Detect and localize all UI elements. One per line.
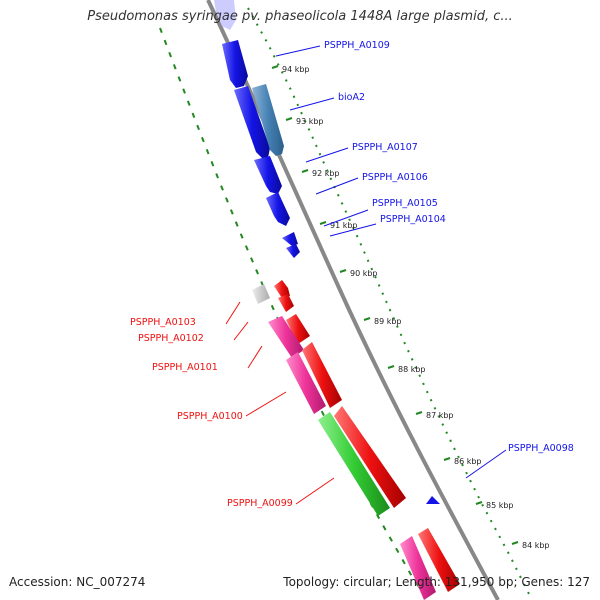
label-leader-lines xyxy=(225,45,507,505)
tick-mark xyxy=(319,221,327,225)
leader-line xyxy=(275,45,321,57)
leader-line xyxy=(323,209,369,227)
gene-arrow-reverse xyxy=(302,342,342,408)
leader-line xyxy=(305,147,349,163)
gene-arrow-reverse xyxy=(418,528,460,592)
tick-mark xyxy=(339,269,347,273)
gene-label-reverse: PSPPH_A0099 xyxy=(227,498,293,509)
gene-arrow-reverse-pink xyxy=(286,352,326,414)
gene-arrow-reverse xyxy=(278,294,294,312)
leader-line xyxy=(233,321,249,341)
leader-line xyxy=(465,449,507,479)
tick-label: 88 kbp xyxy=(398,365,426,374)
gene-block-other xyxy=(252,284,270,304)
gene-label-forward: PSPPH_A0098 xyxy=(508,443,574,454)
gene-label-reverse: PSPPH_A0103 xyxy=(130,317,196,328)
gene-label-forward: bioA2 xyxy=(338,92,365,103)
tick-mark xyxy=(285,117,293,121)
gc-outer-dotted-ring xyxy=(247,7,531,597)
gene-arrow-reverse-green xyxy=(318,412,390,516)
map-title: Pseudomonas syringae pv. phaseolicola 14… xyxy=(87,9,513,24)
gene-arrow-reverse xyxy=(274,280,290,298)
reverse-strand-genes xyxy=(252,280,460,600)
topology-text: Topology: circular; Length: 131,950 bp; … xyxy=(283,575,590,589)
leader-line xyxy=(315,177,359,195)
tick-label: 92 kbp xyxy=(312,169,340,178)
tick-mark xyxy=(443,457,451,461)
tick-mark xyxy=(511,541,519,545)
gene-label-forward: PSPPH_A0104 xyxy=(380,214,446,225)
gene-label-forward: PSPPH_A0106 xyxy=(362,172,428,183)
position-ticks: 94 kbp 93 kbp 92 kbp 91 kbp 90 kbp 89 kbp 88 k… xyxy=(271,65,550,550)
leader-line xyxy=(245,391,287,417)
gene-labels: PSPPH_A0109 bioA2 PSPPH_A0107 PSPPH_A0106 PS… xyxy=(130,40,574,509)
gc-inner-dotted-ring xyxy=(159,27,429,600)
leader-line xyxy=(247,345,263,369)
gene-label-forward: PSPPH_A0107 xyxy=(352,142,418,153)
gene-arrow-reverse xyxy=(334,406,406,508)
gene-arrow-forward xyxy=(286,244,300,258)
gc-content-track xyxy=(159,7,531,600)
tick-label: 85 kbp xyxy=(486,501,514,510)
gene-arrow-forward xyxy=(282,232,298,246)
gene-label-reverse: PSPPH_A0102 xyxy=(138,333,204,344)
gene-arrow-forward xyxy=(234,86,270,158)
leader-line xyxy=(295,477,335,505)
accession-text: Accession: NC_007274 xyxy=(9,575,146,589)
gene-label-reverse: PSPPH_A0101 xyxy=(152,362,218,373)
gene-arrow-forward xyxy=(426,496,440,504)
gene-label-forward: PSPPH_A0109 xyxy=(324,40,390,51)
tick-mark xyxy=(301,169,309,173)
gene-arrow-forward xyxy=(214,0,236,30)
forward-strand-genes xyxy=(214,0,440,504)
gene-arrow-reverse-pink xyxy=(400,536,436,600)
tick-mark xyxy=(387,365,395,369)
tick-mark xyxy=(363,317,371,321)
gene-arrow-reverse xyxy=(286,314,310,344)
backbone-ring xyxy=(206,0,500,600)
gene-label-reverse: PSPPH_A0100 xyxy=(177,411,243,422)
leader-line xyxy=(225,301,241,325)
tick-label: 86 kbp xyxy=(454,457,482,466)
tick-mark xyxy=(475,501,483,505)
tick-label: 93 kbp xyxy=(296,117,324,126)
gene-arrow-forward xyxy=(266,192,290,226)
gene-arrow-forward xyxy=(254,156,282,194)
gene-arrow-forward-bioA2 xyxy=(252,84,284,156)
gene-label-forward: PSPPH_A0105 xyxy=(372,198,438,209)
tick-label: 89 kbp xyxy=(374,317,402,326)
tick-label: 94 kbp xyxy=(282,65,310,74)
tick-label: 87 kbp xyxy=(426,411,454,420)
tick-label: 90 kbp xyxy=(350,269,378,278)
tick-mark xyxy=(415,411,423,415)
tick-mark xyxy=(271,65,279,69)
gene-arrow-reverse-pink xyxy=(268,316,304,358)
gene-arrow-forward xyxy=(222,40,248,88)
tick-label: 84 kbp xyxy=(522,541,550,550)
leader-line xyxy=(329,223,377,237)
tick-label: 91 kbp xyxy=(330,221,358,230)
leader-line xyxy=(289,97,335,111)
